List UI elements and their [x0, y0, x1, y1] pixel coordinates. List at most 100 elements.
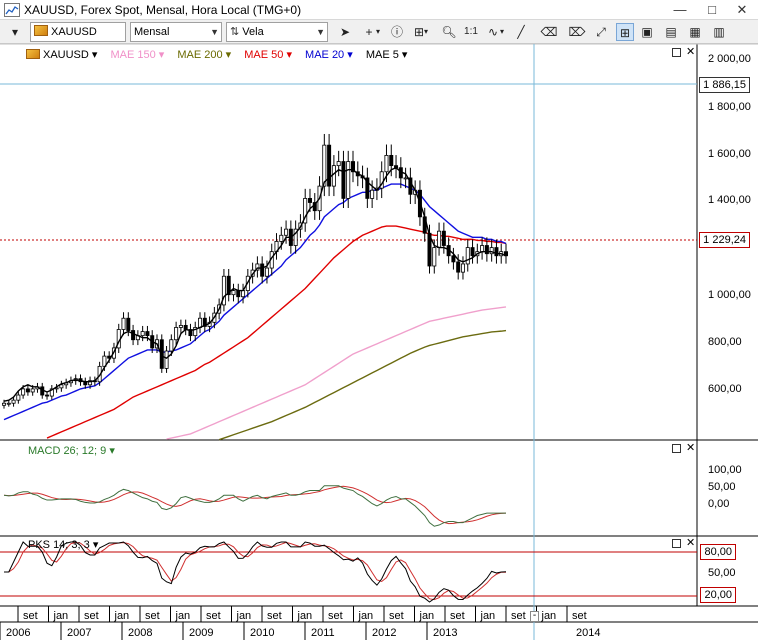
- chart-legend: XAUUSD ▾ MAE 150 ▾ MAE 200 ▾ MAE 50 ▾ MA…: [26, 48, 417, 62]
- legend-mae150[interactable]: MAE 150 ▾: [110, 49, 165, 61]
- time-tick-month: jan: [541, 610, 557, 622]
- macd-label[interactable]: MACD 26; 12; 9 ▾: [28, 445, 115, 457]
- maximize-button[interactable]: □: [708, 2, 716, 17]
- one-to-one-icon[interactable]: 1:1: [464, 26, 478, 37]
- candle-body: [231, 290, 236, 296]
- info-icon[interactable]: ⓘ: [390, 25, 403, 39]
- candle-body: [346, 161, 351, 199]
- legend-mae5[interactable]: MAE 5 ▾: [365, 49, 408, 61]
- candle-body: [11, 399, 16, 404]
- time-tick-year: 2013: [433, 627, 457, 639]
- interval-combo[interactable]: Mensal ▼: [130, 22, 222, 42]
- time-tick-month: set: [267, 610, 282, 622]
- time-tick-year: 2007: [67, 627, 91, 639]
- candle-body: [437, 230, 442, 248]
- candle-body: [465, 247, 470, 265]
- eraser-all-icon[interactable]: ⌦: [568, 25, 586, 39]
- candle-body: [451, 255, 456, 263]
- candle-body: [441, 230, 446, 246]
- cursor-pointer-icon[interactable]: ➤: [339, 25, 351, 39]
- resize-icon[interactable]: ⤢: [596, 25, 606, 39]
- chart-type-value: Vela: [242, 26, 264, 38]
- time-tick-month: set: [389, 610, 404, 622]
- price-tick: 1 800,00: [708, 101, 751, 113]
- draw-line-icon[interactable]: ╱: [517, 25, 525, 39]
- chevron-down-icon: ▼: [210, 27, 219, 37]
- data-window-icon[interactable]: ⊞: [413, 25, 425, 39]
- stochastic-label[interactable]: PKS 14; 3; 3 ▾: [28, 539, 99, 551]
- candle-body: [6, 402, 11, 405]
- price-plot: [2, 133, 508, 441]
- indicator-icon[interactable]: ∿: [487, 25, 499, 39]
- chart-window-icon[interactable]: ▥: [713, 25, 725, 39]
- time-tick-month: jan: [297, 610, 313, 622]
- candle-body: [384, 154, 389, 173]
- mae5-line: [3, 166, 507, 402]
- minimize-button[interactable]: —: [673, 2, 687, 17]
- macd-tick: 0,00: [708, 498, 730, 510]
- candle-body: [331, 165, 336, 187]
- candle-type-icon: ⇅: [230, 26, 243, 38]
- price-grid-icon[interactable]: ⊞: [616, 23, 634, 41]
- candle-body: [370, 189, 375, 199]
- candle-body: [202, 317, 207, 327]
- macd-signal-line: [3, 485, 507, 525]
- time-tick-month: set: [511, 610, 526, 622]
- panel-maximize-icon[interactable]: [672, 444, 681, 453]
- chevron-down-icon[interactable]: ▾: [423, 27, 428, 36]
- time-tick-month: set: [145, 610, 160, 622]
- candle-body: [494, 247, 499, 257]
- candle-body: [293, 228, 298, 246]
- time-tick-year: 2009: [189, 627, 213, 639]
- candle-body: [226, 275, 231, 296]
- time-tick-month: jan: [419, 610, 435, 622]
- menu-dropdown-icon[interactable]: ▾: [11, 25, 19, 39]
- candle-body: [264, 267, 269, 277]
- candle-body: [284, 228, 289, 236]
- time-tick-year: 2008: [128, 627, 152, 639]
- price-tick: 1 400,00: [708, 194, 751, 206]
- legend-mae200[interactable]: MAE 200 ▾: [177, 49, 232, 61]
- candle-body: [260, 263, 265, 277]
- chevron-down-icon[interactable]: ▾: [499, 27, 504, 36]
- time-tick-month: jan: [480, 610, 496, 622]
- template-icon[interactable]: ▦: [689, 25, 701, 39]
- time-axis: set jan set jan set jan set jan set jan set jan set j…: [0, 606, 600, 640]
- time-tick-year: 2006: [6, 627, 30, 639]
- gold-symbol-icon: [26, 49, 40, 59]
- last-price-label: 1 229,24: [699, 232, 750, 248]
- window-title: XAUUSD, Forex Spot, Mensal, Hora Local (…: [24, 3, 302, 17]
- app-chart-icon: [4, 3, 20, 17]
- candle-body: [121, 317, 126, 330]
- panel-maximize-icon[interactable]: [672, 48, 681, 57]
- time-cursor-marker[interactable]: -: [530, 611, 539, 622]
- candle-body: [279, 234, 284, 242]
- bitmap-icon[interactable]: ▣: [641, 25, 653, 39]
- notes-icon[interactable]: ▤: [665, 25, 677, 39]
- crosshair-icon[interactable]: +: [365, 25, 373, 39]
- legend-symbol[interactable]: XAUUSD ▾: [26, 49, 97, 61]
- panel-maximize-icon[interactable]: [672, 539, 681, 548]
- title-bar: XAUUSD, Forex Spot, Mensal, Hora Local (…: [0, 0, 758, 20]
- zoom-icon[interactable]: 🔍︎: [441, 25, 457, 39]
- candle-body: [193, 327, 198, 337]
- crosshair-price-label: 1 886,15: [699, 77, 750, 93]
- legend-mae20[interactable]: MAE 20 ▾: [305, 49, 353, 61]
- chevron-down-icon[interactable]: ▾: [375, 27, 380, 36]
- symbol-combo[interactable]: XAUUSD: [30, 22, 126, 42]
- legend-mae50[interactable]: MAE 50 ▾: [244, 49, 292, 61]
- price-tick: 800,00: [708, 336, 742, 348]
- stoch-low-level: 20,00: [700, 587, 736, 603]
- candle-body: [159, 339, 164, 369]
- chart-area[interactable]: set jan set jan set jan set jan set jan set jan set j…: [0, 43, 758, 640]
- time-tick-month: set: [328, 610, 343, 622]
- panel-close-icon[interactable]: ✕: [686, 537, 696, 549]
- candle-body: [88, 380, 93, 386]
- close-button[interactable]: ✕: [736, 2, 748, 17]
- price-chart[interactable]: set jan set jan set jan set jan set jan set jan set j…: [0, 43, 758, 640]
- panel-close-icon[interactable]: ✕: [686, 46, 696, 58]
- chart-type-combo[interactable]: ⇅ Vela ▼: [226, 22, 328, 42]
- candle-body: [221, 275, 226, 306]
- eraser-icon[interactable]: ⌫: [540, 25, 558, 39]
- panel-close-icon[interactable]: ✕: [686, 442, 696, 454]
